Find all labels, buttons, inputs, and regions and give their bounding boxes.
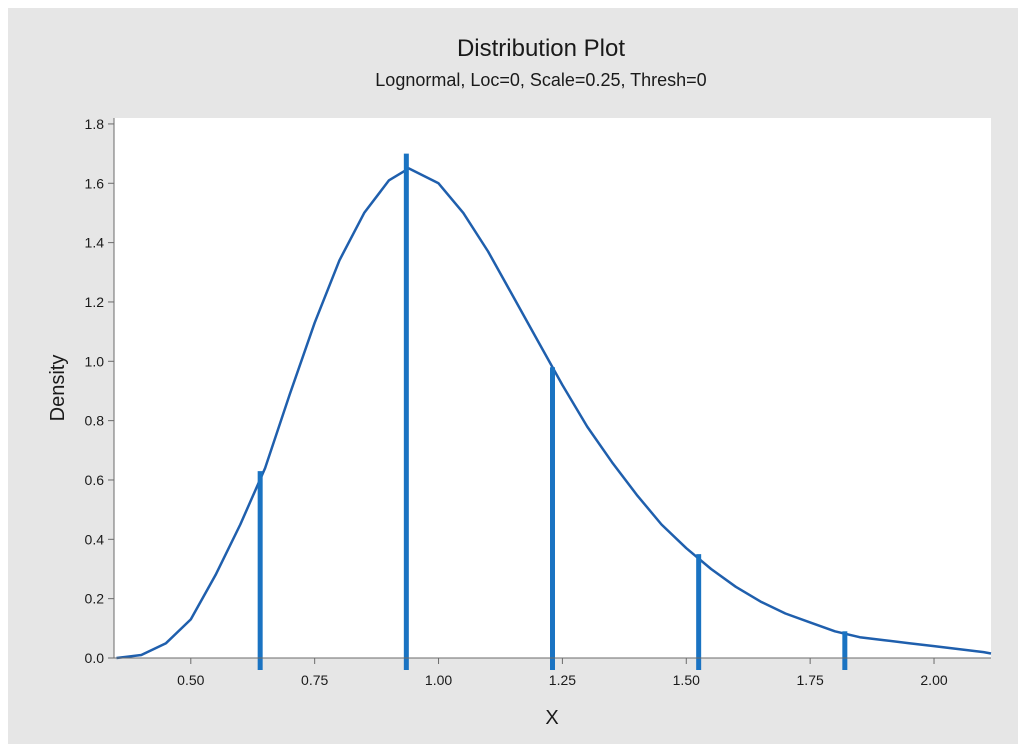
y-tick-label: 0.4 [85,531,105,547]
x-axis-label: X [545,707,558,729]
reference-layer [257,153,848,670]
y-tick-label: 1.2 [85,294,105,310]
y-tick-label: 0.0 [85,650,105,666]
y-tick-label: 1.8 [85,116,105,132]
y-tick-label: 1.0 [85,353,105,369]
y-tick-label: 0.6 [85,472,105,488]
x-tick-label: 1.50 [673,672,700,688]
chart-title: Distribution Plot [457,35,625,62]
y-ticks: 0.0 0.2 0.4 0.6 0.8 1.0 1.2 1.4 1.6 1.8 [85,116,114,666]
x-tick-label: 0.50 [177,672,204,688]
chart-frame: Distribution Plot Lognormal, Loc=0, Scal… [8,8,1018,744]
y-tick-label: 1.4 [85,235,105,251]
y-tick-label: 0.2 [85,591,105,607]
x-tick-label: 1.25 [549,672,576,688]
y-tick-label: 0.8 [85,413,105,429]
chart-svg: Distribution Plot Lognormal, Loc=0, Scal… [47,35,992,729]
x-ticks: 0.50 0.75 1.00 1.25 1.50 1.75 2.00 [177,658,948,688]
y-axis-label: Density [47,355,69,422]
x-tick-label: 2.00 [920,672,947,688]
y-tick-label: 1.6 [85,175,105,191]
density-curve [116,167,992,660]
x-tick-label: 1.75 [797,672,824,688]
chart-subtitle: Lognormal, Loc=0, Scale=0.25, Thresh=0 [375,70,706,90]
x-tick-label: 1.00 [425,672,452,688]
curve-layer [116,167,992,660]
x-tick-label: 0.75 [301,672,328,688]
